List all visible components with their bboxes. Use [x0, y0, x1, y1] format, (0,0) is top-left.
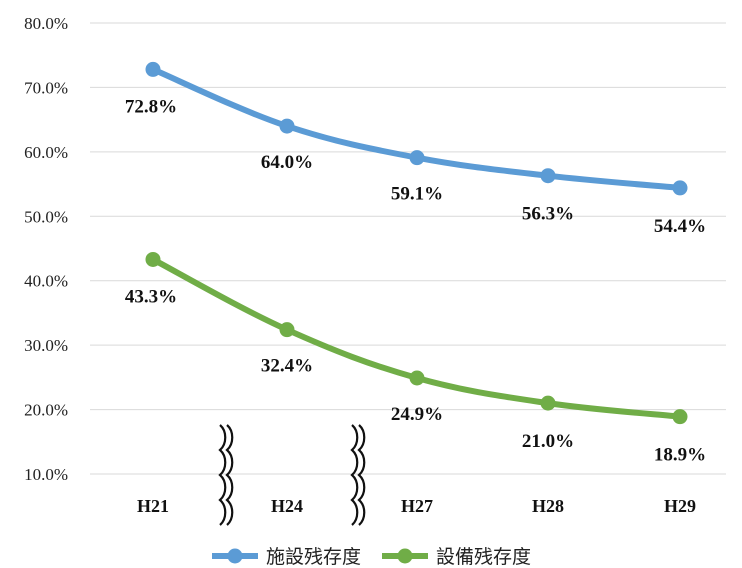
axis-breaks	[218, 424, 366, 526]
y-tick-label: 40.0%	[24, 272, 68, 291]
data-label: 72.8%	[125, 96, 177, 117]
data-point	[279, 322, 295, 338]
data-labels: 72.8% 64.0% 59.1% 56.3% 54.4% 43.3% 32.4% 24.9%…	[125, 96, 706, 465]
legend-label: 施設残存度	[266, 546, 361, 568]
data-label: 56.3%	[522, 204, 574, 225]
data-point	[145, 251, 161, 267]
axis-break-mark	[218, 424, 227, 526]
y-tick-label: 30.0%	[24, 336, 68, 355]
data-label: 64.0%	[261, 152, 313, 173]
axis-break-mark	[225, 424, 234, 526]
axis-break-mark	[357, 424, 366, 526]
y-axis-ticks: 80.0% 70.0% 60.0% 50.0% 40.0% 30.0% 20.0% 10.0%	[24, 14, 68, 484]
data-point	[409, 150, 425, 166]
data-label: 32.4%	[261, 356, 313, 377]
data-label: 24.9%	[391, 404, 443, 425]
y-tick-label: 60.0%	[24, 143, 68, 162]
x-axis-categories: H21 H24 H27 H28 H29	[137, 496, 696, 516]
y-tick-label: 50.0%	[24, 207, 68, 226]
series-layer	[145, 61, 688, 425]
data-label: 18.9%	[654, 445, 706, 466]
data-label: 43.3%	[125, 286, 177, 307]
x-category-label: H29	[664, 496, 696, 516]
data-point	[672, 409, 688, 425]
y-tick-label: 10.0%	[24, 465, 68, 484]
data-label: 54.4%	[654, 216, 706, 237]
y-tick-label: 20.0%	[24, 401, 68, 420]
data-label: 59.1%	[391, 184, 443, 205]
data-point	[672, 180, 688, 196]
legend: 施設残存度 設備残存度	[212, 546, 531, 568]
x-category-label: H21	[137, 496, 169, 516]
x-category-label: H24	[271, 496, 303, 516]
data-point	[540, 168, 556, 184]
y-tick-label: 70.0%	[24, 78, 68, 97]
x-category-label: H28	[532, 496, 564, 516]
legend-swatch-marker	[397, 548, 413, 564]
legend-label: 設備残存度	[436, 546, 531, 568]
x-category-label: H27	[401, 496, 433, 516]
legend-swatch-marker	[227, 548, 243, 564]
data-label: 21.0%	[522, 431, 574, 452]
data-point	[409, 370, 425, 386]
data-point	[145, 61, 161, 77]
series-line	[150, 256, 683, 420]
y-tick-label: 80.0%	[24, 14, 68, 33]
data-point	[279, 118, 295, 134]
axis-break-mark	[350, 424, 359, 526]
data-point	[540, 395, 556, 411]
